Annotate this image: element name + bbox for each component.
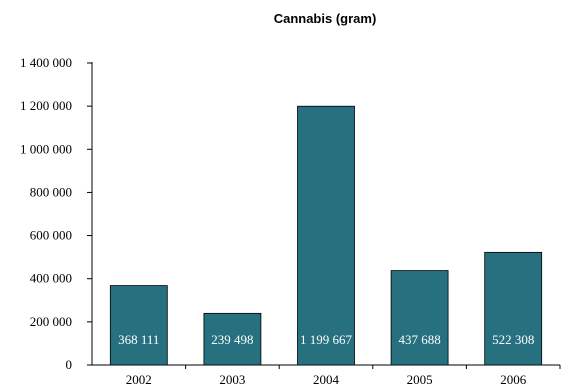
data-label: 368 111	[118, 332, 159, 347]
y-tick-label: 1 200 000	[20, 98, 72, 113]
y-tick-label: 1 000 000	[20, 141, 72, 156]
y-tick-label: 400 000	[30, 271, 72, 286]
y-tick-label: 1 400 000	[20, 55, 72, 70]
data-label: 239 498	[211, 332, 253, 347]
bars-group: 368 111 239 498 1 199 667 437 688 522 308	[109, 105, 543, 366]
y-tick-label: 800 000	[30, 184, 72, 199]
y-tick-label: 600 000	[30, 228, 72, 243]
bar-2003	[203, 312, 262, 366]
x-tick-label: 2003	[219, 372, 245, 387]
bar-2005	[390, 270, 449, 366]
x-tick-label: 2006	[500, 372, 527, 387]
bar-2002	[109, 285, 168, 366]
x-tick-label: 2004	[313, 372, 340, 387]
data-label: 437 688	[398, 332, 440, 347]
bar-2006	[484, 251, 543, 366]
x-tick-label: 2002	[126, 372, 152, 387]
chart-title: Cannabis (gram)	[274, 11, 377, 26]
bar-2004	[297, 105, 355, 366]
y-tick-label: 0	[66, 357, 73, 372]
data-label: 1 199 667	[300, 332, 353, 347]
y-tick-label: 200 000	[30, 314, 72, 329]
y-axis-ticks: 0 200 000 400 000 600 000 800 000 1 000 000 1 …	[20, 55, 92, 372]
x-tick-label: 2005	[407, 372, 433, 387]
data-label: 522 308	[492, 332, 534, 347]
x-axis-labels: 2002 2003 2004 2005 2006	[126, 365, 561, 387]
